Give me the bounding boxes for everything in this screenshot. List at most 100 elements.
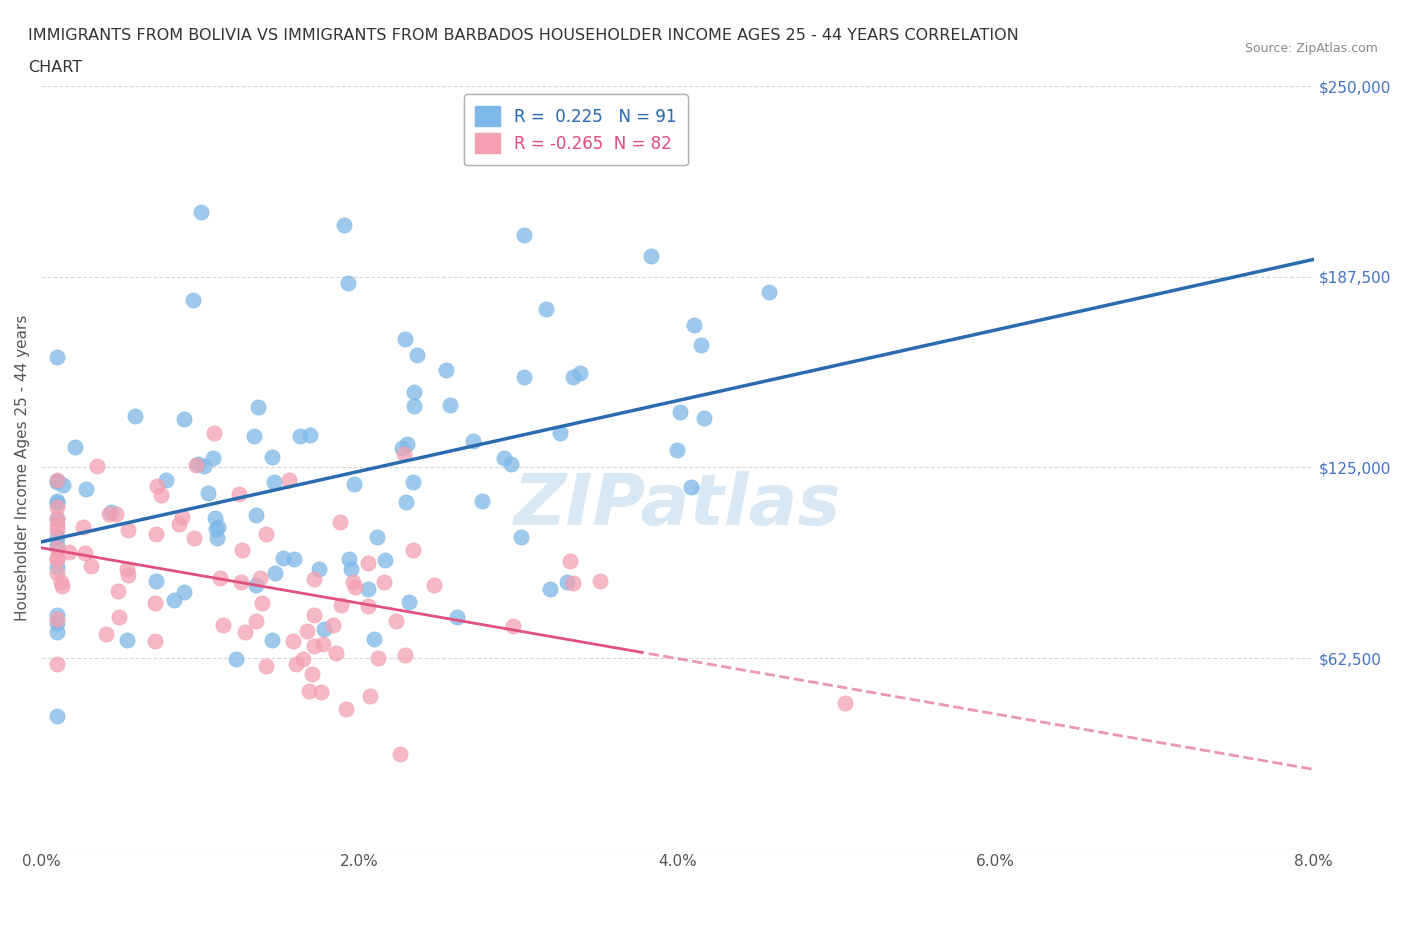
Immigrants from Barbados xyxy=(231,575,253,590)
Immigrants from Bolivia xyxy=(115,632,138,647)
Immigrants from Bolivia xyxy=(124,408,146,423)
Immigrants from Barbados xyxy=(108,609,131,624)
Immigrants from Bolivia xyxy=(46,709,69,724)
Text: Source: ZipAtlas.com: Source: ZipAtlas.com xyxy=(1244,42,1378,55)
Immigrants from Barbados xyxy=(256,526,278,541)
Immigrants from Barbados xyxy=(211,618,233,633)
Y-axis label: Householder Income Ages 25 - 44 years: Householder Income Ages 25 - 44 years xyxy=(15,314,30,620)
Immigrants from Barbados xyxy=(46,551,69,565)
Immigrants from Barbados xyxy=(558,553,581,568)
Immigrants from Bolivia xyxy=(245,508,267,523)
Immigrants from Barbados xyxy=(72,520,94,535)
Immigrants from Bolivia xyxy=(308,562,330,577)
Immigrants from Bolivia xyxy=(395,436,418,451)
Immigrants from Bolivia xyxy=(374,552,396,567)
Immigrants from Bolivia xyxy=(555,575,578,590)
Immigrants from Bolivia xyxy=(513,228,536,243)
Text: CHART: CHART xyxy=(28,60,82,75)
Immigrants from Bolivia xyxy=(205,522,228,537)
Text: ZIPatlas: ZIPatlas xyxy=(513,471,841,540)
Immigrants from Bolivia xyxy=(299,428,322,443)
Immigrants from Bolivia xyxy=(46,624,69,639)
Immigrants from Barbados xyxy=(49,575,72,590)
Immigrants from Barbados xyxy=(46,472,69,487)
Immigrants from Barbados xyxy=(46,540,69,555)
Immigrants from Bolivia xyxy=(245,578,267,593)
Immigrants from Bolivia xyxy=(260,633,283,648)
Immigrants from Barbados xyxy=(342,575,364,590)
Immigrants from Barbados xyxy=(329,515,352,530)
Immigrants from Bolivia xyxy=(357,581,380,596)
Immigrants from Bolivia xyxy=(693,410,716,425)
Immigrants from Barbados xyxy=(167,517,190,532)
Immigrants from Barbados xyxy=(183,531,205,546)
Immigrants from Bolivia xyxy=(395,495,418,510)
Immigrants from Bolivia xyxy=(52,478,75,493)
Immigrants from Bolivia xyxy=(402,398,425,413)
Immigrants from Barbados xyxy=(422,578,444,592)
Immigrants from Barbados xyxy=(233,625,256,640)
Immigrants from Bolivia xyxy=(314,621,336,636)
Immigrants from Bolivia xyxy=(669,405,692,419)
Immigrants from Barbados xyxy=(344,579,367,594)
Immigrants from Barbados xyxy=(302,638,325,653)
Immigrants from Barbados xyxy=(388,747,411,762)
Immigrants from Bolivia xyxy=(225,652,247,667)
Immigrants from Barbados xyxy=(325,646,347,661)
Immigrants from Bolivia xyxy=(562,369,585,384)
Immigrants from Barbados xyxy=(297,624,319,639)
Immigrants from Barbados xyxy=(117,567,139,582)
Immigrants from Barbados xyxy=(562,575,585,590)
Immigrants from Bolivia xyxy=(666,443,689,458)
Immigrants from Bolivia xyxy=(538,581,561,596)
Immigrants from Barbados xyxy=(250,595,273,610)
Immigrants from Bolivia xyxy=(463,433,485,448)
Immigrants from Barbados xyxy=(46,565,69,580)
Immigrants from Barbados xyxy=(373,575,395,590)
Immigrants from Bolivia xyxy=(46,494,69,509)
Immigrants from Barbados xyxy=(46,657,69,671)
Legend: R =  0.225   N = 91, R = -0.265  N = 82: R = 0.225 N = 91, R = -0.265 N = 82 xyxy=(464,95,688,166)
Immigrants from Barbados xyxy=(277,472,299,487)
Immigrants from Barbados xyxy=(502,618,524,633)
Immigrants from Barbados xyxy=(143,633,166,648)
Immigrants from Bolivia xyxy=(679,479,702,494)
Immigrants from Barbados xyxy=(254,658,277,673)
Immigrants from Barbados xyxy=(104,507,127,522)
Immigrants from Bolivia xyxy=(332,218,354,232)
Immigrants from Bolivia xyxy=(283,551,305,566)
Immigrants from Bolivia xyxy=(46,538,69,552)
Immigrants from Bolivia xyxy=(366,529,388,544)
Immigrants from Barbados xyxy=(58,544,80,559)
Immigrants from Bolivia xyxy=(46,607,69,622)
Immigrants from Barbados xyxy=(202,426,225,441)
Immigrants from Bolivia xyxy=(640,248,662,263)
Immigrants from Barbados xyxy=(394,647,416,662)
Immigrants from Bolivia xyxy=(271,551,294,565)
Immigrants from Barbados xyxy=(285,656,308,671)
Immigrants from Barbados xyxy=(149,487,172,502)
Immigrants from Bolivia xyxy=(568,365,591,380)
Immigrants from Barbados xyxy=(143,596,166,611)
Immigrants from Bolivia xyxy=(343,476,366,491)
Immigrants from Bolivia xyxy=(46,495,69,510)
Immigrants from Barbados xyxy=(283,634,305,649)
Immigrants from Bolivia xyxy=(264,565,287,580)
Immigrants from Bolivia xyxy=(683,318,706,333)
Immigrants from Bolivia xyxy=(394,331,416,346)
Immigrants from Bolivia xyxy=(187,457,209,472)
Immigrants from Bolivia xyxy=(406,347,429,362)
Immigrants from Bolivia xyxy=(434,363,457,378)
Immigrants from Bolivia xyxy=(439,398,461,413)
Immigrants from Bolivia xyxy=(190,205,212,219)
Immigrants from Barbados xyxy=(322,618,344,632)
Immigrants from Barbados xyxy=(312,637,335,652)
Immigrants from Barbados xyxy=(249,571,271,586)
Immigrants from Barbados xyxy=(356,555,378,570)
Immigrants from Bolivia xyxy=(63,440,86,455)
Immigrants from Bolivia xyxy=(193,458,215,473)
Immigrants from Barbados xyxy=(302,607,325,622)
Immigrants from Bolivia xyxy=(363,631,385,646)
Immigrants from Bolivia xyxy=(207,520,229,535)
Immigrants from Bolivia xyxy=(46,529,69,544)
